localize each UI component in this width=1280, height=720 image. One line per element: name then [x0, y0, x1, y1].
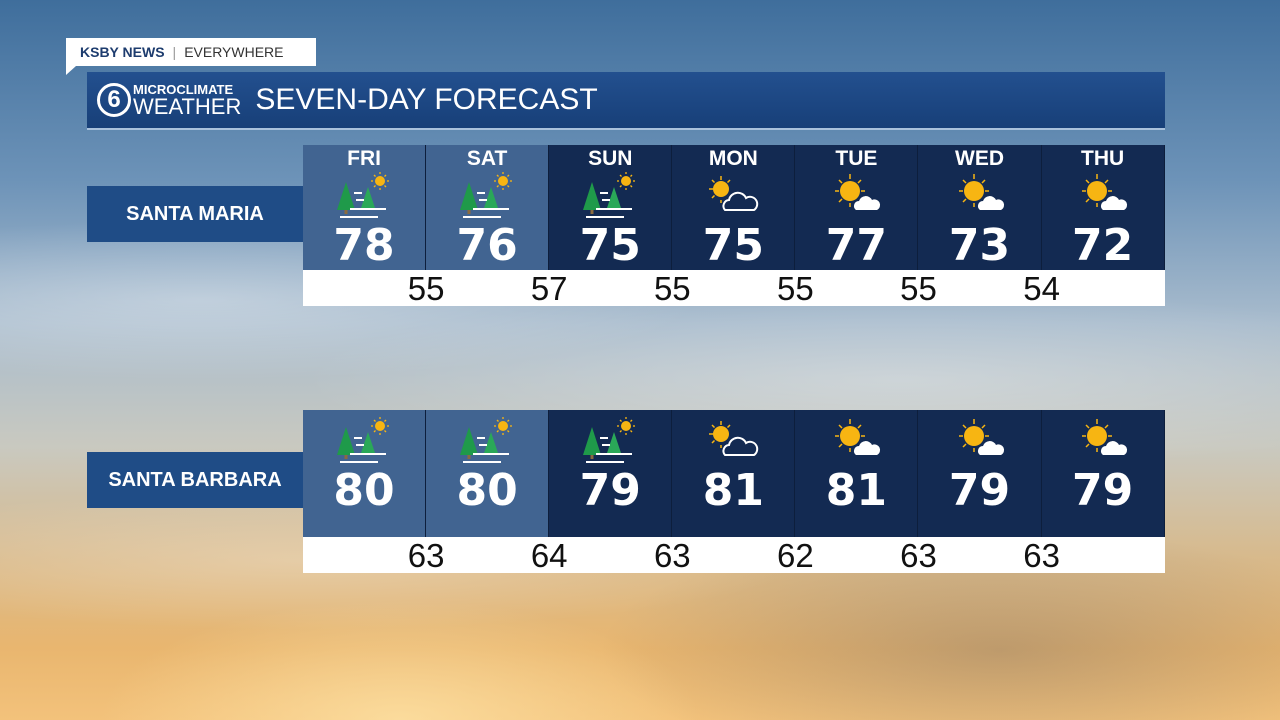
- haze-trees-sun-icon: [549, 171, 671, 223]
- sun-cloud-outline-icon: [672, 171, 794, 223]
- location-label: SANTA BARBARA: [87, 452, 303, 508]
- high-temp: 80: [333, 465, 395, 516]
- sun-cloud-icon: [918, 416, 1040, 468]
- day-column: SUN 75: [549, 145, 673, 271]
- brand-name: KSBY NEWS: [80, 44, 165, 60]
- day-column: 79: [1041, 410, 1165, 537]
- high-temp: 80: [456, 465, 518, 516]
- day-label: FRI: [347, 147, 381, 170]
- high-temp: 76: [456, 220, 518, 271]
- logo-top: MICROCLIMATE: [133, 81, 234, 97]
- day-column: 80: [426, 410, 550, 537]
- low-temp: 55: [653, 270, 691, 307]
- day-column: 81: [795, 410, 919, 537]
- sun-cloud-outline-icon: [672, 416, 794, 468]
- low-temp: 55: [777, 270, 814, 307]
- forecast-row: FRI 78 SAT 76 SUN 75 MON 75 TUE 77 WED 73 THU 72: [303, 145, 1165, 270]
- high-temp: 73: [948, 220, 1011, 271]
- day-column: 79: [918, 410, 1042, 537]
- microclimate-weather-logo: 6 MICROCLIMATE WEATHER: [97, 83, 241, 118]
- day-column: TUE 77: [795, 145, 919, 271]
- low-temp: 62: [777, 537, 814, 574]
- logo-mark: 6: [97, 83, 131, 117]
- high-temp: 79: [948, 465, 1011, 516]
- haze-trees-sun-icon: [426, 171, 548, 223]
- low-temp: 55: [407, 270, 445, 307]
- day-column: SAT 76: [426, 145, 550, 271]
- page-title: SEVEN-DAY FORECAST: [255, 83, 598, 116]
- day-column: THU 72: [1041, 145, 1165, 271]
- title-bar: 6 MICROCLIMATE WEATHER SEVEN-DAY FORECAST: [87, 72, 1165, 130]
- high-temp: 79: [1071, 465, 1134, 516]
- day-column: 81: [672, 410, 796, 537]
- day-label: THU: [1081, 147, 1125, 170]
- low-temp: 63: [900, 537, 937, 574]
- day-column: MON 75: [672, 145, 796, 271]
- high-temp: 78: [333, 220, 395, 271]
- sun-cloud-icon: [795, 416, 917, 468]
- high-temp: 79: [579, 465, 641, 516]
- day-label: SUN: [588, 147, 633, 170]
- haze-trees-sun-icon: [303, 171, 425, 223]
- forecast-row: 80 80 79 81 81 79 79: [303, 410, 1165, 537]
- low-temp: 63: [1023, 537, 1060, 574]
- logo-bottom: WEATHER: [133, 93, 242, 119]
- sun-cloud-icon: [1042, 416, 1164, 468]
- brand-tagline: EVERYWHERE: [184, 44, 284, 60]
- location-label: SANTA MARIA: [87, 186, 303, 242]
- low-temp: 64: [530, 537, 568, 574]
- low-temp: 63: [407, 537, 445, 574]
- low-temps-bar: 63 64 63 62 63 63: [303, 537, 1165, 574]
- high-temp: 81: [825, 465, 888, 516]
- haze-trees-sun-icon: [303, 416, 425, 468]
- day-label: WED: [955, 147, 1005, 170]
- low-temp: 63: [653, 537, 691, 574]
- day-label: TUE: [835, 147, 878, 170]
- haze-trees-sun-icon: [426, 416, 548, 468]
- high-temp: 81: [702, 465, 764, 516]
- high-temp: 77: [825, 220, 888, 271]
- sun-cloud-icon: [795, 171, 917, 223]
- sun-cloud-icon: [1042, 171, 1164, 223]
- day-column: FRI 78: [303, 145, 427, 271]
- low-temps-bar: 55 57 55 55 55 54: [303, 270, 1165, 307]
- low-temp: 55: [900, 270, 937, 307]
- high-temp: 75: [702, 220, 764, 271]
- low-temp: 54: [1023, 270, 1060, 307]
- haze-trees-sun-icon: [549, 416, 671, 468]
- low-temp: 57: [530, 270, 568, 307]
- day-column: 80: [303, 410, 427, 537]
- day-label: SAT: [466, 147, 508, 170]
- day-label: MON: [708, 147, 758, 170]
- day-column: WED 73: [918, 145, 1042, 271]
- high-temp: 72: [1071, 220, 1134, 271]
- day-column: 79: [549, 410, 673, 537]
- brand-tag: KSBY NEWS | EVERYWHERE: [66, 38, 316, 75]
- high-temp: 75: [579, 220, 641, 271]
- divider: |: [172, 44, 177, 60]
- sun-cloud-icon: [918, 171, 1040, 223]
